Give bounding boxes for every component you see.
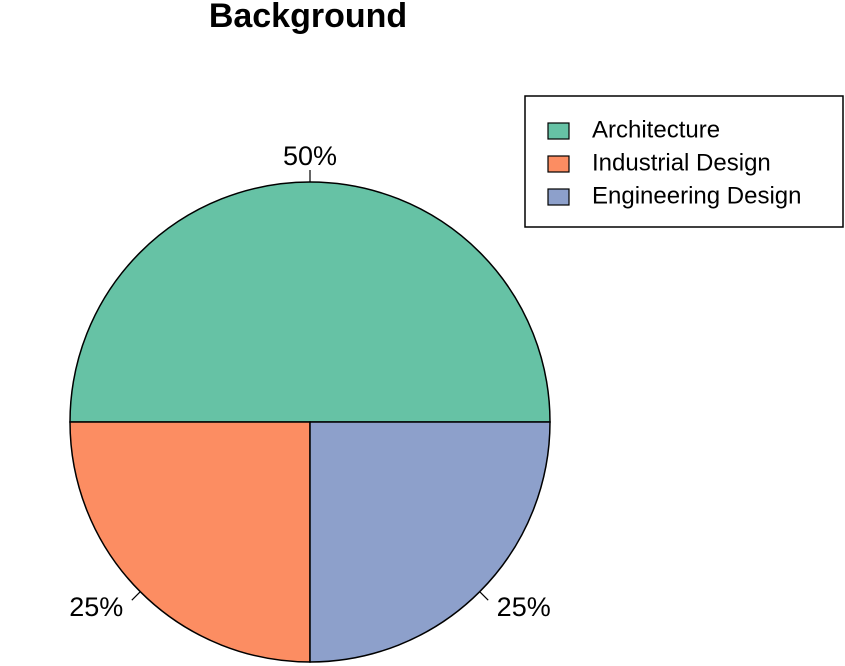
pie-slice <box>69 181 551 423</box>
legend-swatch <box>547 188 570 206</box>
pie-slice <box>69 421 311 663</box>
legend-label: Industrial Design <box>592 149 771 176</box>
slice-label: 25% <box>69 592 123 622</box>
slice-label: 25% <box>497 592 551 622</box>
label-tick <box>131 591 141 601</box>
pie-slice <box>309 421 551 663</box>
legend-label: Engineering Design <box>592 182 801 209</box>
legend-label: Architecture <box>592 116 720 143</box>
legend-swatch <box>547 122 570 140</box>
slice-label: 50% <box>283 141 337 171</box>
chart-title: Background <box>209 0 407 35</box>
label-tick <box>479 591 489 601</box>
legend-swatch <box>547 155 570 173</box>
legend-box <box>524 95 844 228</box>
